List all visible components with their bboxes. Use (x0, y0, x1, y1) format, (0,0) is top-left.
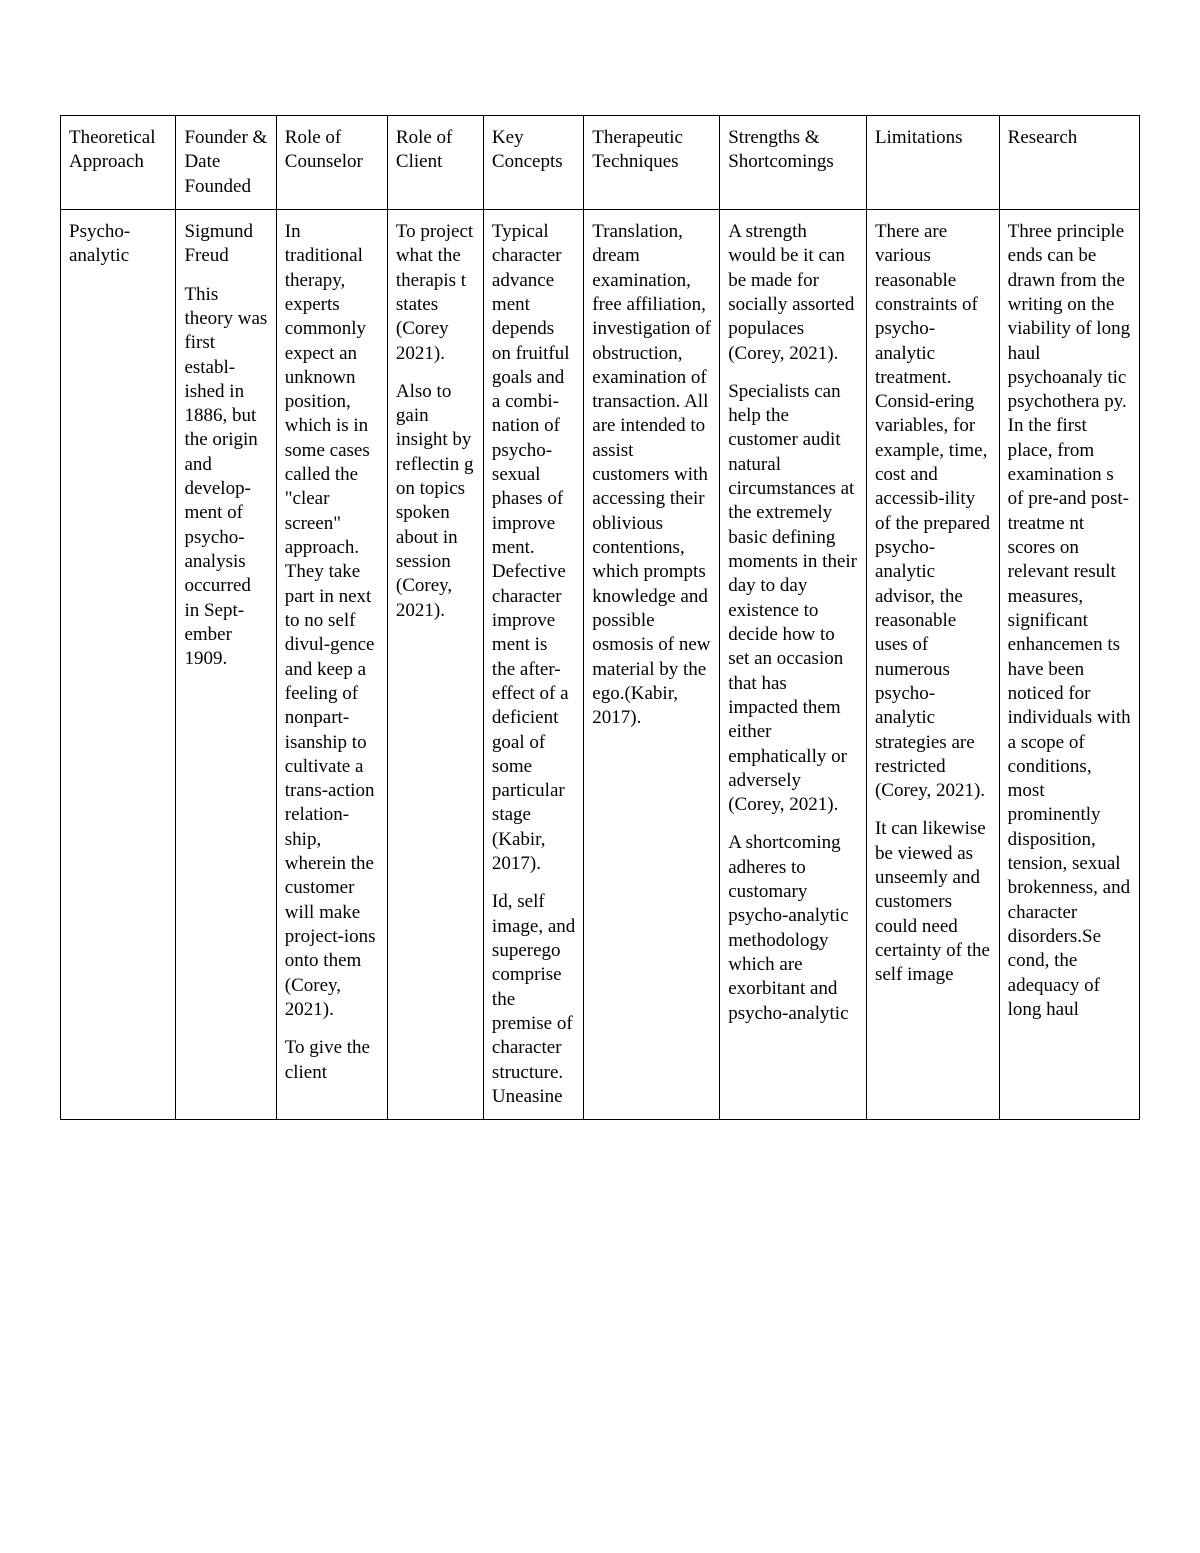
cell-text: Translation, dream examination, free aff… (592, 220, 711, 731)
cell-client-role: To project what the therapis t states (C… (387, 209, 483, 1119)
col-header: Therapeutic Techniques (584, 116, 720, 210)
cell-text: Also to gain insight by reflectin g on t… (396, 380, 475, 623)
cell-text: Id, self image, and superego comprise th… (492, 890, 575, 1109)
cell-text: It can likewise be viewed as unseemly an… (875, 817, 991, 987)
cell-limitations: There are various reasonable constraints… (866, 209, 999, 1119)
col-header: Research (999, 116, 1139, 210)
cell-techniques: Translation, dream examination, free aff… (584, 209, 720, 1119)
cell-text: In traditional therapy, experts commonly… (285, 220, 379, 1022)
cell-text: Three principle ends can be drawn from t… (1008, 220, 1131, 1022)
cell-key-concepts: Typical character advance ment depends o… (483, 209, 583, 1119)
cell-text: There are various reasonable constraints… (875, 220, 991, 804)
cell-text: Typical character advance ment depends o… (492, 220, 575, 876)
col-header: Theoretical Approach (61, 116, 176, 210)
col-header: Limitations (866, 116, 999, 210)
cell-text: A shortcoming adheres to customary psych… (728, 831, 858, 1026)
col-header: Strengths & Shortcomings (720, 116, 867, 210)
table-row: Psycho-analytic Sigmund Freud This theor… (61, 209, 1140, 1119)
document-page: Theoretical Approach Founder & Date Foun… (0, 0, 1200, 1553)
col-header: Role of Client (387, 116, 483, 210)
cell-approach: Psycho-analytic (61, 209, 176, 1119)
cell-founder: Sigmund Freud This theory was first esta… (176, 209, 276, 1119)
cell-text: Sigmund Freud (184, 220, 267, 269)
cell-text: A strength would be it can be made for s… (728, 220, 858, 366)
cell-text: Specialists can help the customer audit … (728, 380, 858, 818)
col-header: Key Concepts (483, 116, 583, 210)
cell-research: Three principle ends can be drawn from t… (999, 209, 1139, 1119)
cell-strengths: A strength would be it can be made for s… (720, 209, 867, 1119)
cell-counselor-role: In traditional therapy, experts commonly… (276, 209, 387, 1119)
col-header: Founder & Date Founded (176, 116, 276, 210)
cell-text: This theory was first establ-ished in 18… (184, 283, 267, 672)
table-header-row: Theoretical Approach Founder & Date Foun… (61, 116, 1140, 210)
col-header: Role of Counselor (276, 116, 387, 210)
cell-text: To project what the therapis t states (C… (396, 220, 475, 366)
theories-table: Theoretical Approach Founder & Date Foun… (60, 115, 1140, 1120)
cell-text: To give the client (285, 1036, 379, 1085)
